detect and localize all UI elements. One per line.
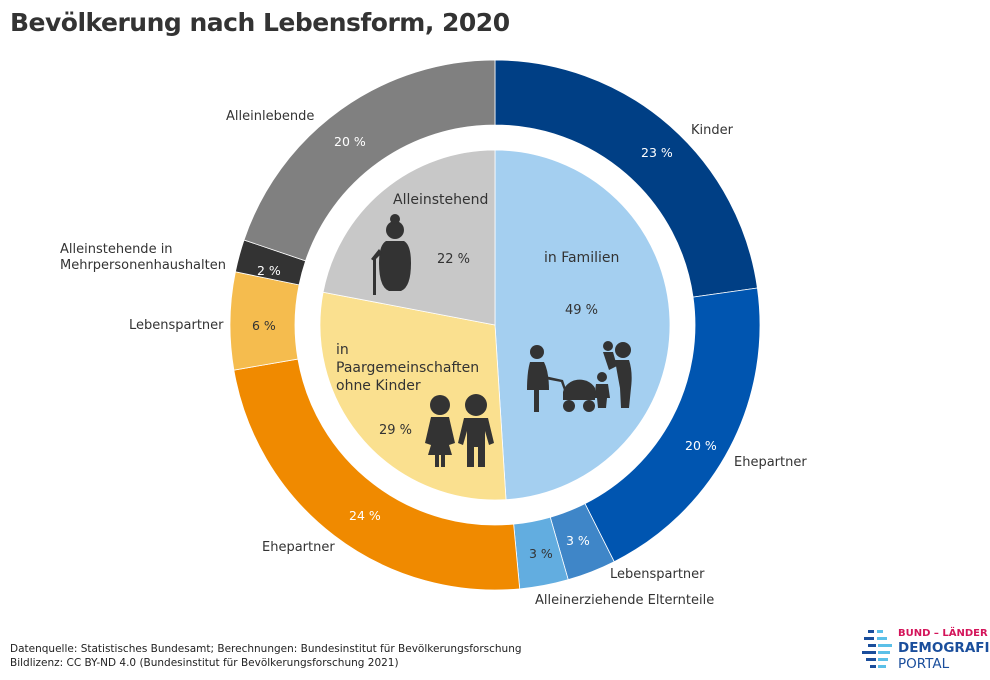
- footer: Datenquelle: Statistisches Bundesamt; Be…: [10, 642, 522, 670]
- pct-alleinstehende-mehrpersonen: 2 %: [257, 263, 281, 278]
- inner-label-alleinstehend: Alleinstehend: [393, 192, 489, 208]
- inner-label-familien: in Familien: [544, 250, 620, 266]
- pct-ehepartner-familie: 20 %: [685, 438, 717, 453]
- pct-kinder: 23 %: [641, 145, 673, 160]
- logo-mark-icon: [862, 630, 892, 668]
- inner-slice-1: [319, 291, 507, 501]
- inner-pct-alleinstehend: 22 %: [437, 252, 471, 267]
- couple-icon: [425, 394, 494, 467]
- elderly-woman-icon: [371, 214, 411, 295]
- label-alleinerziehende: Alleinerziehende Elternteile: [535, 593, 715, 608]
- chart-title: Bevölkerung nach Lebensform, 2020: [10, 8, 510, 37]
- logo-line3: PORTAL: [898, 656, 950, 672]
- label-lebenspartner-familie: Lebenspartner: [610, 567, 705, 582]
- label-alleinstehende-mehrpersonen: Alleinstehende in Mehrpersonenhaushalten: [60, 242, 226, 273]
- label-alleinlebende: Alleinlebende: [226, 109, 315, 124]
- inner-pct-paar: 29 %: [379, 423, 413, 438]
- inner-slice-2: [322, 149, 496, 326]
- logo-line2: DEMOGRAFIE: [898, 640, 990, 656]
- icons: [371, 214, 632, 467]
- pct-lebenspartner-familie: 3 %: [566, 533, 590, 548]
- source-text: Datenquelle: Statistisches Bundesamt; Be…: [10, 643, 522, 655]
- license-text: Bildlizenz: CC BY-ND 4.0 (Bundesinstitut…: [10, 657, 399, 669]
- inner-pie: [319, 149, 671, 501]
- label-ehepartner-paar: Ehepartner: [262, 540, 335, 555]
- label-ehepartner-familie: Ehepartner: [734, 455, 807, 470]
- logo-line1: BUND – LÄNDER: [898, 628, 988, 639]
- label-kinder: Kinder: [691, 123, 733, 138]
- pct-alleinlebende: 20 %: [334, 134, 366, 149]
- pct-alleinerziehende: 3 %: [529, 546, 553, 561]
- demografie-portal-logo: BUND – LÄNDER DEMOGRAFIE PORTAL: [862, 628, 990, 676]
- inner-slice-0: [494, 149, 671, 501]
- label-lebenspartner-paar: Lebenspartner: [129, 318, 224, 333]
- family-icon: [527, 341, 632, 412]
- inner-label-paar: in Paargemeinschaften ohne Kinder: [336, 342, 480, 394]
- pct-lebenspartner-paar: 6 %: [252, 318, 276, 333]
- outer-segment-7: [243, 59, 496, 262]
- pct-ehepartner-paar: 24 %: [349, 508, 381, 523]
- inner-pct-familien: 49 %: [565, 303, 599, 318]
- outer-ring: [229, 59, 761, 591]
